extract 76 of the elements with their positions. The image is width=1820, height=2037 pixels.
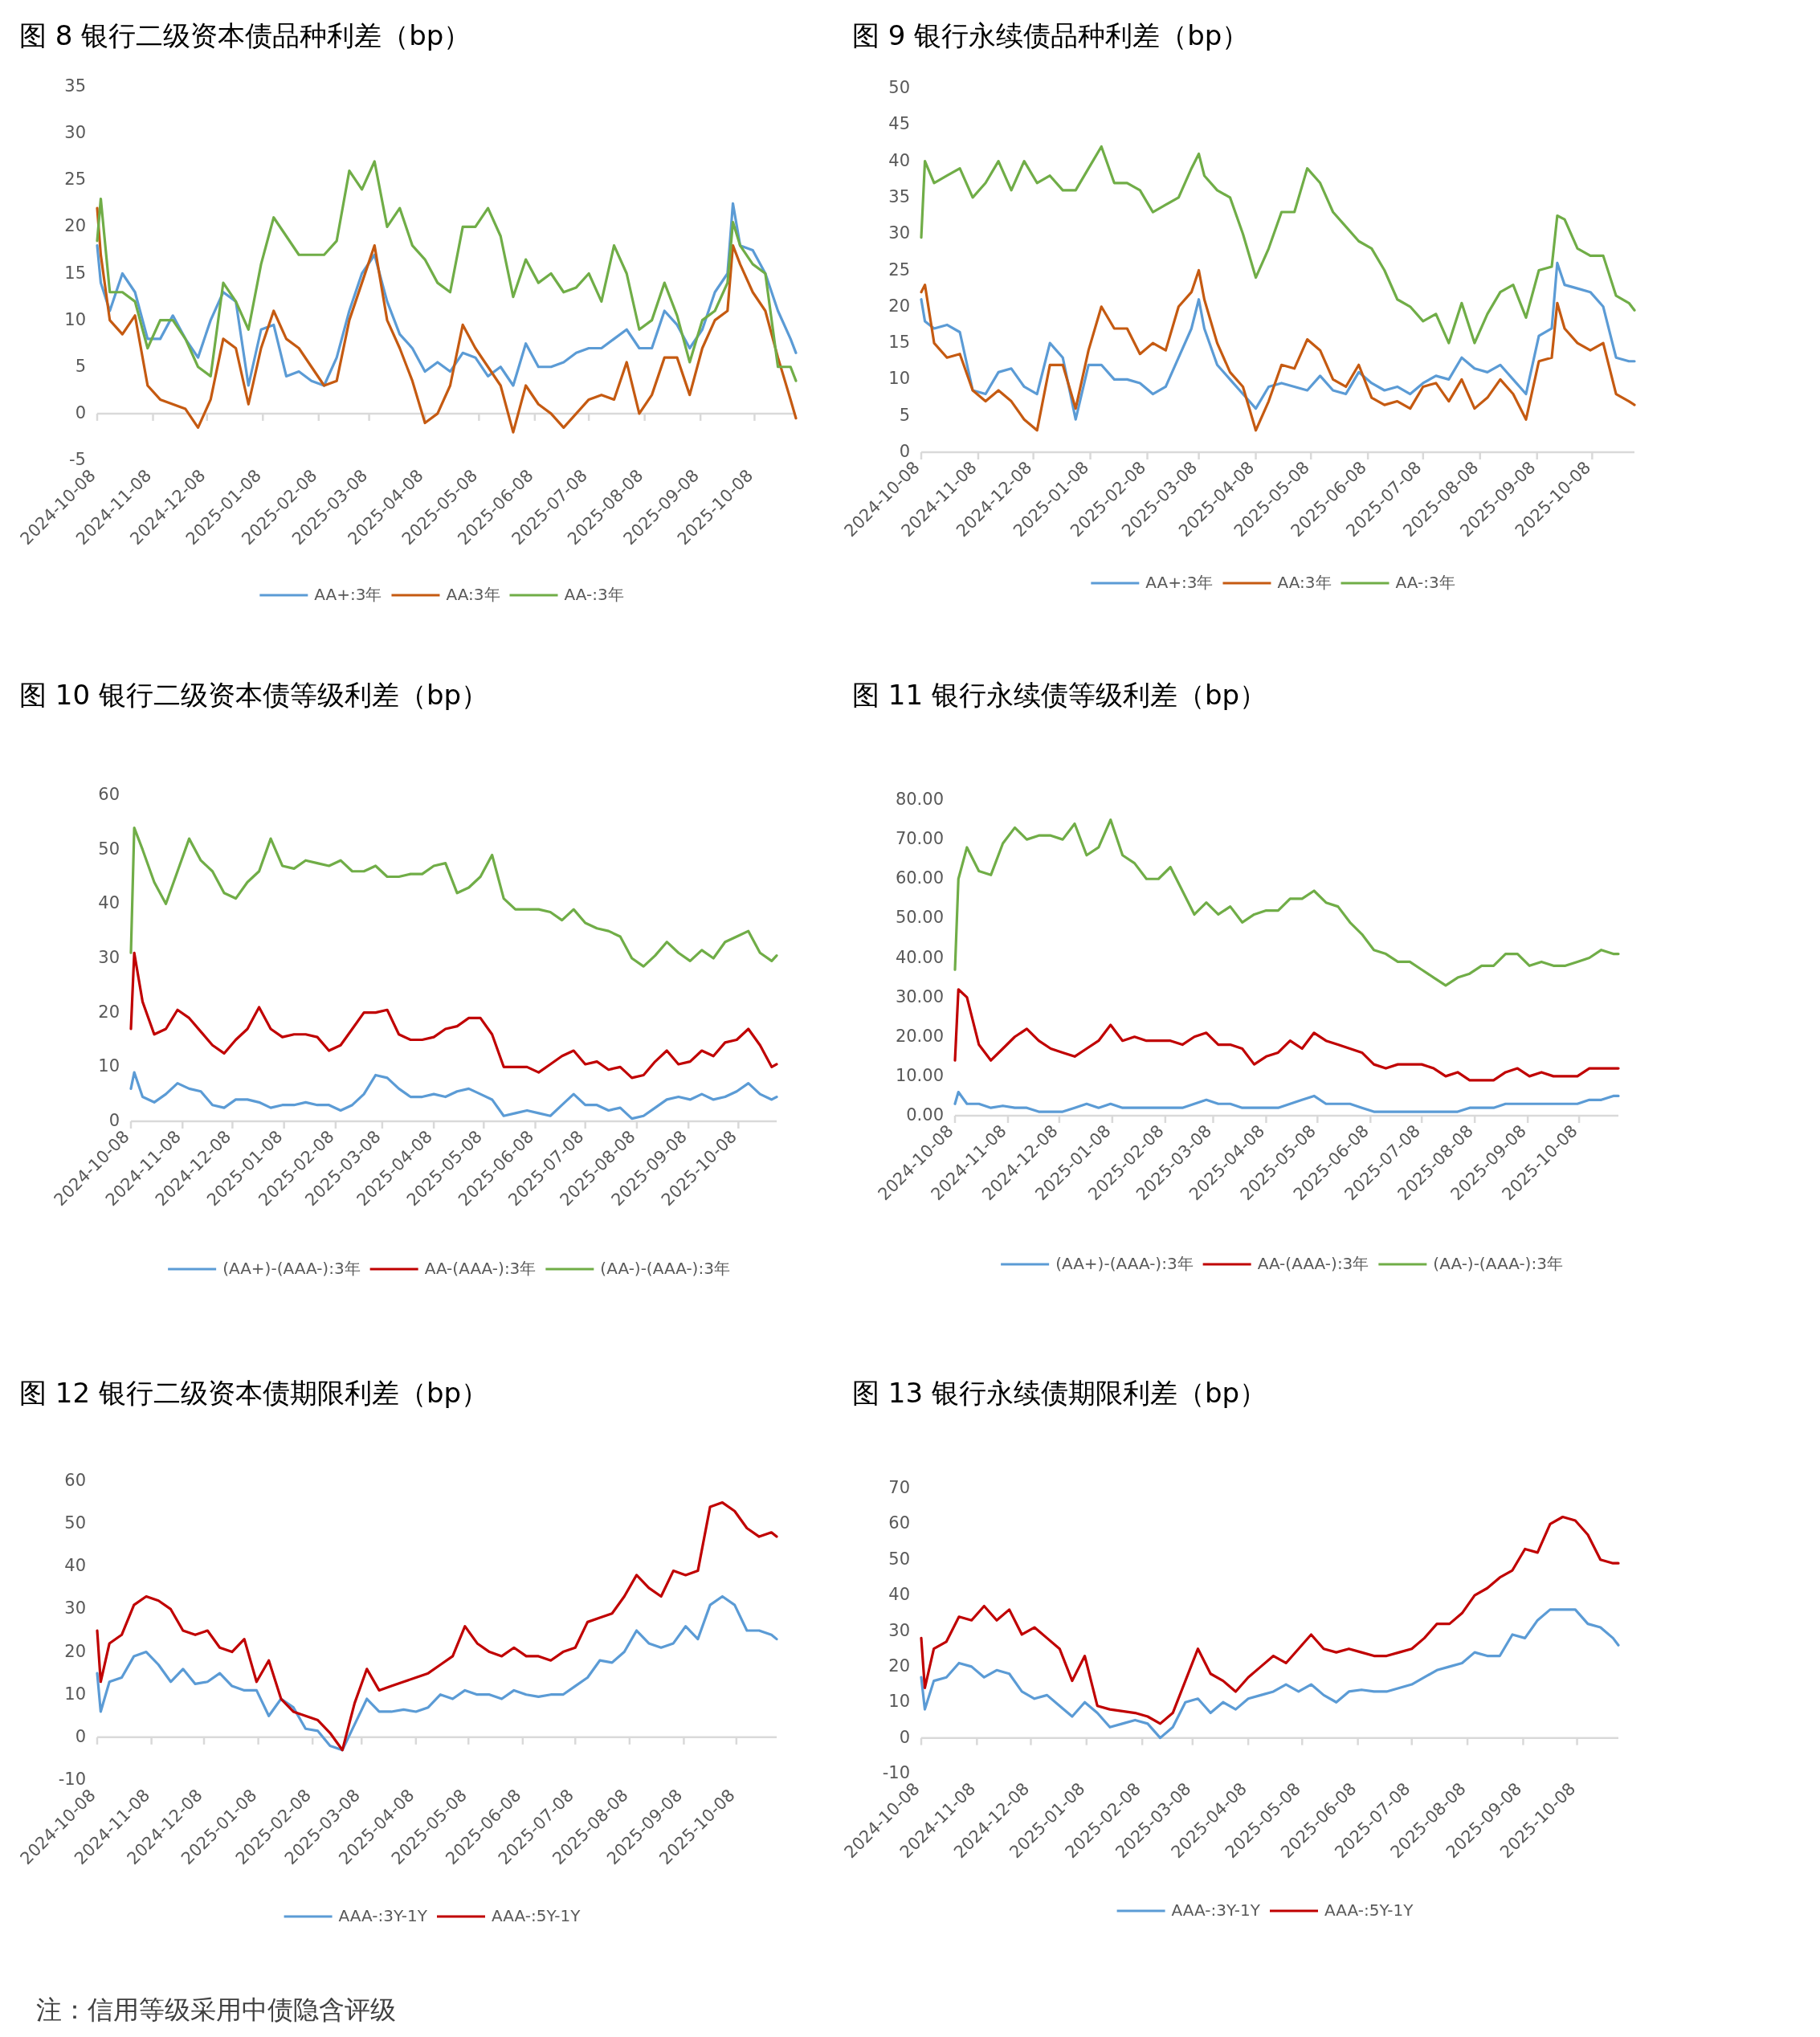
legend-label: AA+:3年 bbox=[314, 584, 382, 604]
y-tick-label: 35 bbox=[64, 76, 86, 96]
legend-label: AAA-:5Y-1Y bbox=[1324, 1900, 1414, 1920]
y-tick-label: 5 bbox=[75, 356, 86, 376]
y-tick-label: 60 bbox=[64, 1471, 86, 1490]
legend-label: (AA+)-(AAA-):3年 bbox=[222, 1258, 361, 1278]
y-tick-label: 0 bbox=[899, 442, 910, 461]
y-tick-label: 30 bbox=[888, 1620, 910, 1640]
y-tick-label: 50 bbox=[64, 1513, 86, 1533]
y-tick-label: 20 bbox=[64, 216, 86, 236]
y-tick-label: 20 bbox=[98, 1002, 120, 1022]
y-tick-label: 40 bbox=[888, 1585, 910, 1605]
y-tick-label: 20 bbox=[888, 296, 910, 316]
y-tick-label: 0 bbox=[75, 1726, 86, 1746]
y-tick-label: 60 bbox=[888, 1513, 910, 1533]
y-tick-label: -10 bbox=[58, 1770, 86, 1789]
y-tick-label: 0 bbox=[899, 1727, 910, 1747]
y-tick-label: 35 bbox=[888, 186, 910, 206]
legend-label: AAA-:5Y-1Y bbox=[492, 1905, 582, 1925]
text: 注：信用等级采用中债隐含评级 bbox=[36, 1994, 396, 2025]
y-tick-label: 25 bbox=[64, 169, 86, 190]
y-tick-label: 60.00 bbox=[895, 868, 944, 888]
y-tick-label: 0.00 bbox=[906, 1105, 944, 1125]
y-tick-label: 70.00 bbox=[895, 829, 944, 849]
y-tick-label: 45 bbox=[888, 114, 910, 134]
y-tick-label: 10 bbox=[888, 1692, 910, 1712]
y-tick-label: 10 bbox=[98, 1056, 120, 1076]
legend-label: AA:3年 bbox=[1277, 572, 1332, 592]
y-tick-label: 40 bbox=[64, 1556, 86, 1576]
y-tick-label: 10 bbox=[64, 1684, 86, 1704]
legend-label: AAA-:3Y-1Y bbox=[338, 1905, 428, 1925]
y-tick-label: 50 bbox=[98, 839, 120, 859]
y-tick-label: 20 bbox=[64, 1641, 86, 1661]
chart-title: 图 12 银行二级资本债期限利差（bp） bbox=[19, 1376, 489, 1409]
y-tick-label: -5 bbox=[69, 450, 86, 469]
legend-label: AA-:3年 bbox=[564, 584, 624, 604]
y-tick-label: 70 bbox=[888, 1478, 910, 1497]
y-tick-label: 40 bbox=[98, 893, 120, 913]
y-tick-label: 20.00 bbox=[895, 1026, 944, 1046]
legend-label: AA-:3年 bbox=[1395, 572, 1455, 592]
y-tick-label: 10 bbox=[64, 309, 86, 329]
y-tick-label: 50.00 bbox=[895, 908, 944, 928]
y-tick-label: 15 bbox=[64, 263, 86, 283]
y-tick-label: 50 bbox=[888, 78, 910, 97]
chart-title: 图 11 银行永续债等级利差（bp） bbox=[852, 678, 1267, 711]
legend-label: AA-(AAA-):3年 bbox=[424, 1258, 537, 1278]
y-tick-label: 50 bbox=[888, 1549, 910, 1569]
legend-label: (AA-)-(AAA-):3年 bbox=[1433, 1253, 1563, 1273]
y-tick-label: 5 bbox=[899, 405, 910, 425]
legend-label: (AA-)-(AAA-):3年 bbox=[600, 1258, 730, 1278]
y-tick-label: 40.00 bbox=[895, 947, 944, 967]
y-tick-label: 30 bbox=[888, 223, 910, 243]
y-tick-label: 30 bbox=[98, 948, 120, 967]
chart-title: 图 13 银行永续债期限利差（bp） bbox=[852, 1376, 1267, 1409]
y-tick-label: 0 bbox=[75, 402, 86, 423]
y-tick-label: 25 bbox=[888, 259, 910, 280]
y-tick-label: 30 bbox=[64, 1598, 86, 1619]
y-tick-label: 0 bbox=[108, 1111, 120, 1130]
y-tick-label: 15 bbox=[888, 333, 910, 353]
chart-title: 图 9 银行永续债品种利差（bp） bbox=[852, 18, 1250, 51]
y-tick-label: 60 bbox=[98, 785, 120, 804]
legend-label: (AA+)-(AAA-):3年 bbox=[1055, 1253, 1194, 1273]
y-tick-label: -10 bbox=[882, 1763, 910, 1782]
y-tick-label: 20 bbox=[888, 1655, 910, 1676]
y-tick-label: 10.00 bbox=[895, 1065, 944, 1085]
legend-label: AA+:3年 bbox=[1145, 572, 1214, 592]
legend-label: AA:3年 bbox=[446, 584, 500, 604]
y-tick-label: 10 bbox=[888, 369, 910, 389]
chart-title: 图 8 银行二级资本债品种利差（bp） bbox=[19, 18, 471, 51]
y-tick-label: 80.00 bbox=[895, 790, 944, 809]
y-tick-label: 30.00 bbox=[895, 986, 944, 1006]
chart-title: 图 10 银行二级资本债等级利差（bp） bbox=[19, 678, 489, 711]
legend-label: AAA-:3Y-1Y bbox=[1171, 1900, 1261, 1920]
y-tick-label: 40 bbox=[888, 150, 910, 170]
y-tick-label: 30 bbox=[64, 123, 86, 143]
legend-label: AA-(AAA-):3年 bbox=[1257, 1253, 1369, 1273]
